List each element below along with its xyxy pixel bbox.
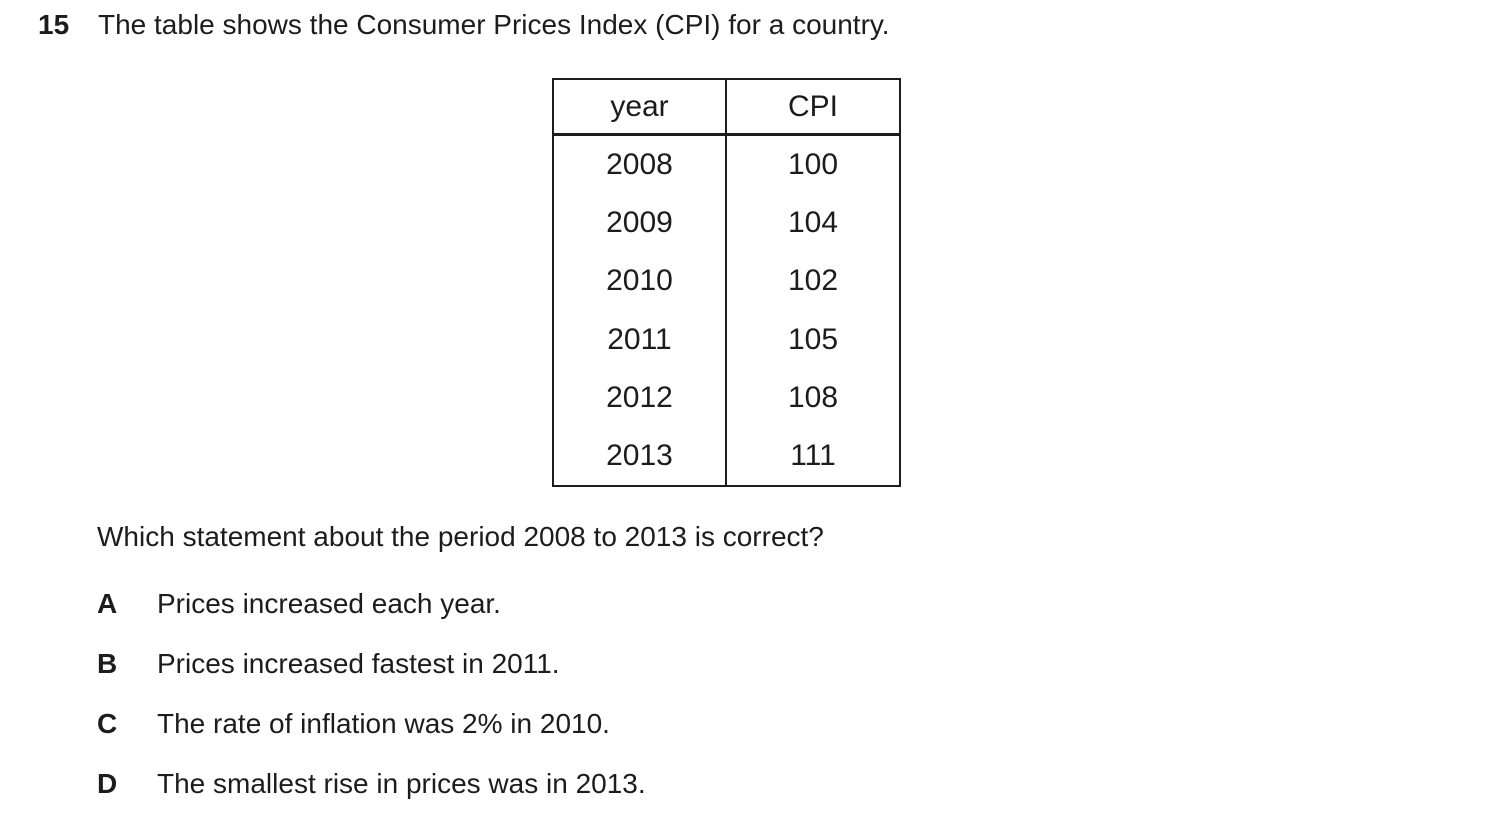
- question-number: 15: [38, 9, 70, 40]
- year-cell: 2010: [554, 252, 727, 311]
- cpi-cell: 105: [787, 322, 839, 356]
- table-header-cpi: CPI: [787, 89, 838, 123]
- option-text: Prices increased each year.: [157, 588, 501, 619]
- cpi-cell: 100: [787, 148, 839, 182]
- option-letter: C: [97, 708, 118, 739]
- cpi-cell: 111: [790, 438, 836, 472]
- option-b[interactable]: B Prices increased fastest in 2011.: [97, 647, 560, 681]
- table-row: 2012 108: [554, 368, 899, 427]
- table-row: 2011 105: [554, 310, 899, 369]
- option-letter: D: [97, 768, 118, 799]
- option-a[interactable]: A Prices increased each year.: [97, 587, 501, 621]
- option-c[interactable]: C The rate of inflation was 2% in 2010.: [97, 707, 610, 741]
- table-row: 2009 104: [554, 194, 899, 253]
- option-letter: A: [97, 588, 118, 619]
- option-text: Prices increased fastest in 2011.: [157, 648, 560, 679]
- option-text: The rate of inflation was 2% in 2010.: [157, 708, 610, 739]
- year-cell: 2009: [554, 194, 727, 253]
- table-header-row: year CPI: [554, 80, 899, 136]
- cpi-cell: 102: [787, 264, 839, 298]
- question-intro: The table shows the Consumer Prices Inde…: [98, 9, 890, 40]
- table-row: 2013 111: [554, 426, 899, 486]
- option-text: The smallest rise in prices was in 2013.: [157, 768, 646, 799]
- table-row: 2010 102: [554, 252, 899, 311]
- option-letter: B: [97, 648, 118, 679]
- table-row: 2008 100: [554, 136, 899, 195]
- year-cell: 2013: [554, 426, 727, 486]
- cpi-table: year CPI 2008 100 2009 104 2010 102 2011…: [552, 78, 901, 487]
- table-header-year: year: [554, 80, 727, 133]
- option-d[interactable]: D The smallest rise in prices was in 2013…: [97, 767, 646, 801]
- year-cell: 2012: [554, 368, 727, 427]
- year-cell: 2008: [554, 136, 727, 195]
- year-cell: 2011: [554, 310, 727, 369]
- question-prompt: Which statement about the period 2008 to…: [97, 521, 824, 552]
- cpi-cell: 108: [787, 380, 839, 414]
- cpi-cell: 104: [787, 206, 839, 240]
